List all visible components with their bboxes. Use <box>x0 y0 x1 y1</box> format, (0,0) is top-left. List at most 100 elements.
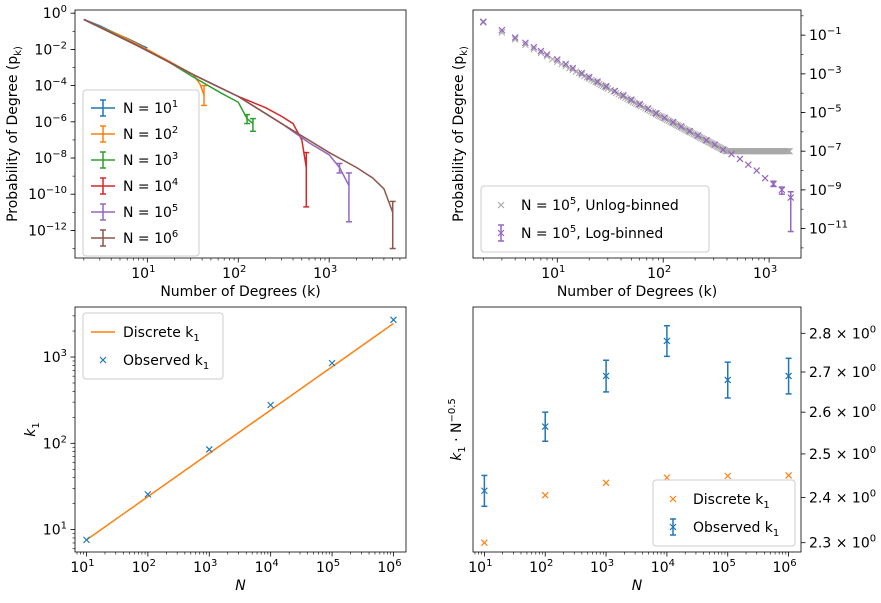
legend: Discrete k1 Observed k1 <box>652 479 796 547</box>
data-point <box>480 487 488 495</box>
x-tick-label: 103 <box>193 558 217 576</box>
legend-marker <box>669 523 677 531</box>
x-tick-label: 101 <box>131 264 155 282</box>
data-point <box>627 96 635 104</box>
series-line <box>83 18 394 213</box>
axes-frame <box>472 306 802 553</box>
x-axis-label: Number of Degrees (k) <box>557 284 717 300</box>
x-tick-label: 104 <box>651 558 675 576</box>
data-point <box>636 102 644 109</box>
y-tick-label: 10−12 <box>28 221 67 239</box>
data-point <box>530 43 538 51</box>
axes-frame <box>472 9 802 259</box>
data-point <box>585 73 593 81</box>
data-point <box>785 472 793 479</box>
data-point <box>744 161 752 169</box>
data-point <box>602 82 610 90</box>
data-point <box>267 401 275 409</box>
y-tick-label: 10−7 <box>809 142 842 160</box>
y-tick-label: 10−8 <box>34 149 67 167</box>
data-point <box>602 84 610 92</box>
x-tick-label: 101 <box>468 558 492 576</box>
legend-label: N = 105, Unlog-binned <box>521 196 679 214</box>
data-point <box>205 445 213 453</box>
legend-label: N = 104 <box>123 177 178 195</box>
legend-label: Discrete k1 <box>123 325 200 344</box>
data-point <box>619 93 627 101</box>
data-point <box>753 167 761 174</box>
y-tick-label: 2.4 × 100 <box>809 488 876 506</box>
data-point <box>511 36 519 43</box>
data-point <box>652 109 660 117</box>
data-point <box>390 316 397 324</box>
data-point <box>562 60 570 68</box>
data-point <box>537 49 545 57</box>
data-point <box>537 47 545 55</box>
legend-label: Discrete k1 <box>693 492 770 511</box>
legend-label: N = 106 <box>123 229 178 247</box>
data-point <box>543 52 551 60</box>
data-point <box>652 110 660 118</box>
x-tick-label: 103 <box>313 264 337 282</box>
y-tick-label: 10−11 <box>809 220 848 238</box>
y-axis-label: k1 · N−0.5 <box>447 398 468 461</box>
legend: N = 105, Unlog-binned N = 105, Log-binned <box>480 185 710 253</box>
data-point <box>686 127 694 135</box>
data-point <box>511 34 519 42</box>
legend-label: Observed k1 <box>123 353 209 372</box>
data-point <box>644 105 652 112</box>
y-tick-label: 2.8 × 100 <box>809 324 876 342</box>
x-tick-label: 106 <box>377 558 401 576</box>
legend-box <box>82 312 224 380</box>
data-point <box>770 180 777 188</box>
y-tick-label: 10−6 <box>34 113 67 131</box>
x-tick-label: 102 <box>132 558 156 576</box>
data-point <box>783 147 791 155</box>
x-tick-label: 102 <box>222 264 246 282</box>
y-tick-label: 10−1 <box>809 26 842 44</box>
data-point <box>569 64 577 72</box>
legend-label: N = 101 <box>123 99 178 117</box>
data-point <box>541 423 549 431</box>
y-tick-label: 102 <box>43 434 67 452</box>
series-6 <box>83 18 396 250</box>
legend-marker <box>497 201 505 209</box>
legend-marker <box>669 495 677 503</box>
data-point <box>728 150 735 158</box>
plot-area <box>83 18 396 250</box>
legend-box <box>82 89 200 257</box>
series-2 <box>480 324 793 508</box>
data-point <box>479 18 487 26</box>
data-point <box>651 109 658 117</box>
data-point <box>661 114 668 122</box>
data-point <box>626 96 633 104</box>
data-point <box>675 122 683 130</box>
y-tick-label: 10−3 <box>809 65 842 83</box>
data-point <box>703 136 710 144</box>
data-point <box>498 29 506 36</box>
data-point <box>594 78 601 85</box>
y-tick-label: 2.6 × 100 <box>809 403 876 421</box>
series-1 <box>86 322 394 541</box>
data-point <box>602 372 610 380</box>
legend-marker <box>497 229 505 237</box>
x-tick-label: 101 <box>541 264 565 282</box>
data-point <box>778 186 786 194</box>
series-2 <box>479 18 795 233</box>
data-point <box>569 66 577 74</box>
data-point <box>328 359 336 367</box>
data-point <box>562 62 570 70</box>
data-point <box>611 87 619 95</box>
data-point <box>522 41 529 49</box>
chart-panel-top-right: 101 102 103 10−1 10−3 10−5 10−7 10−9 10−11 Number… <box>451 9 848 300</box>
data-point <box>665 117 673 125</box>
data-point <box>479 19 487 26</box>
data-point <box>543 51 551 58</box>
series-line <box>86 322 394 541</box>
legend-label: N = 105 <box>123 203 178 221</box>
y-tick-label: 10−5 <box>809 104 842 122</box>
x-tick-label: 105 <box>316 558 340 576</box>
x-axis-label: Number of Degrees (k) <box>160 284 320 300</box>
data-point <box>669 118 677 126</box>
